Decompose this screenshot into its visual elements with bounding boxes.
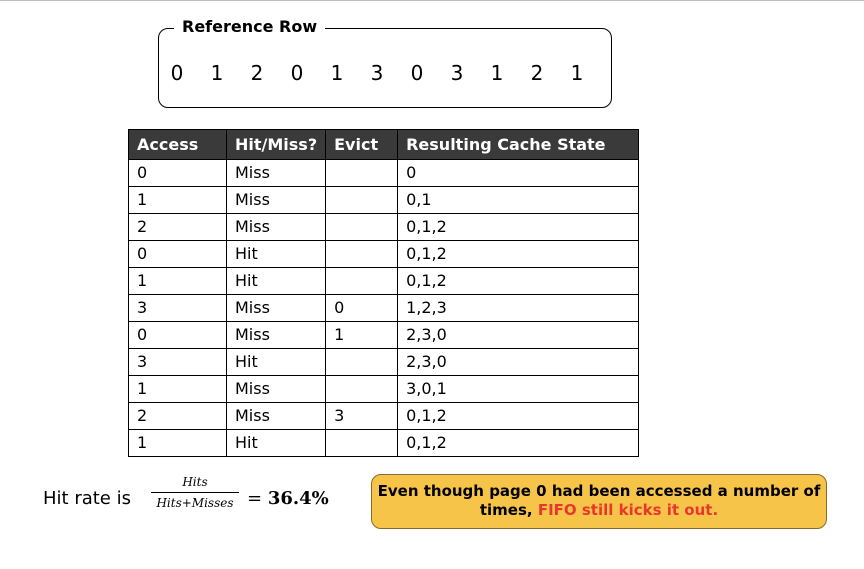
table-cell: 0,1,2 (397, 267, 640, 295)
table-cell: 1 (128, 375, 227, 403)
table-cell: 0,1,2 (397, 213, 640, 241)
table-cell: 0 (397, 159, 640, 187)
table-cell: 1 (128, 429, 227, 457)
equals-sign: = (247, 488, 263, 509)
table-cell: 0,1,2 (397, 429, 640, 457)
table-cell: Miss (225, 321, 327, 349)
table-row: 2 Miss 3 0,1,2 (128, 402, 640, 430)
table-cell (325, 267, 399, 295)
top-divider (0, 0, 864, 1)
table-row: 1 Hit 0,1,2 (128, 429, 640, 457)
table-cell: Miss (225, 186, 327, 214)
table-cell: Hit (225, 429, 327, 457)
reference-value: 0 (410, 61, 424, 85)
table-cell: 0 (128, 321, 227, 349)
table-cell: 1 (128, 186, 227, 214)
column-header: Evict (325, 129, 399, 160)
table-row: 1 Hit 0,1,2 (128, 267, 640, 295)
table-cell: 3 (325, 402, 399, 430)
column-header: Access (128, 129, 227, 160)
hit-rate-formula: Hit rate is Hits Hits+Misses = 36.4% (43, 470, 343, 510)
column-header: Resulting Cache State (397, 129, 640, 160)
table-row: 0 Hit 0,1,2 (128, 240, 640, 268)
fifo-callout: Even though page 0 had been accessed a n… (371, 474, 827, 529)
table-cell: 3 (128, 348, 227, 376)
table-cell (325, 375, 399, 403)
table-cell: 0,1,2 (397, 402, 640, 430)
table-cell: 0,1,2 (397, 240, 640, 268)
hit-rate-result: = 36.4% (247, 488, 329, 510)
table-cell: 2 (128, 402, 227, 430)
table-row: 1 Miss 0,1 (128, 186, 640, 214)
table-row: 3 Hit 2,3,0 (128, 348, 640, 376)
column-header: Hit/Miss? (225, 129, 327, 160)
table-cell (325, 429, 399, 457)
table-cell: 0 (325, 294, 399, 322)
fraction-numerator: Hits (182, 475, 208, 489)
table-cell: 2,3,0 (397, 348, 640, 376)
table-cell: Miss (225, 375, 327, 403)
table-cell: 3 (128, 294, 227, 322)
table-row: 0 Miss 1 2,3,0 (128, 321, 640, 349)
table-cell (325, 213, 399, 241)
table-row: 3 Miss 0 1,2,3 (128, 294, 640, 322)
reference-row-box (158, 28, 612, 108)
hit-rate-prefix: Hit rate is (43, 488, 131, 509)
reference-value: 3 (450, 61, 464, 85)
table-cell: Miss (225, 294, 327, 322)
reference-value: 1 (210, 61, 224, 85)
table-cell: 3,0,1 (397, 375, 640, 403)
table-cell: Miss (225, 402, 327, 430)
table-row: 0 Miss 0 (128, 159, 640, 187)
reference-value: 2 (250, 61, 264, 85)
table-cell (325, 186, 399, 214)
table-cell: 0 (128, 240, 227, 268)
table-cell: 1 (128, 267, 227, 295)
table-cell (325, 348, 399, 376)
fraction-denominator: Hits+Misses (156, 496, 234, 510)
callout-highlight: FIFO still kicks it out. (537, 501, 719, 519)
table-row: 2 Miss 0,1,2 (128, 213, 640, 241)
table-cell: Miss (225, 159, 327, 187)
table-cell: 1 (325, 321, 399, 349)
table-cell: 0,1 (397, 186, 640, 214)
reference-value: 0 (290, 61, 304, 85)
table-cell: Hit (225, 267, 327, 295)
table-cell: Miss (225, 213, 327, 241)
callout-text: Even though page 0 had been accessed a n… (377, 482, 821, 519)
table-cell: 1,2,3 (397, 294, 640, 322)
table-cell: Hit (225, 240, 327, 268)
reference-value: 2 (530, 61, 544, 85)
table-header-row: Access Hit/Miss? Evict Resulting Cache Stat… (128, 129, 640, 160)
table-cell: 0 (128, 159, 227, 187)
reference-value: 1 (570, 61, 584, 85)
table-row: 1 Miss 3,0,1 (128, 375, 640, 403)
reference-row-label: Reference Row (174, 16, 326, 38)
table-cell: Hit (225, 348, 327, 376)
fraction-bar (151, 492, 239, 493)
reference-value: 3 (370, 61, 384, 85)
table-body: 0 Miss 0 1 Miss 0,1 2 Miss 0,1,2 0 Hit 0,1,2 1 Hit 0,1… (128, 159, 640, 457)
reference-row-values: 0 1 2 0 1 3 0 3 1 2 1 (162, 58, 602, 88)
hit-rate-value: 36.4% (267, 488, 329, 509)
table-cell (325, 240, 399, 268)
table-cell: 2,3,0 (397, 321, 640, 349)
reference-value: 0 (170, 61, 184, 85)
hit-rate-fraction: Hits Hits+Misses (151, 474, 239, 511)
reference-value: 1 (490, 61, 504, 85)
cache-table: Access Hit/Miss? Evict Resulting Cache Stat… (128, 129, 640, 457)
table-cell (325, 159, 399, 187)
table-cell: 2 (128, 213, 227, 241)
reference-value: 1 (330, 61, 344, 85)
